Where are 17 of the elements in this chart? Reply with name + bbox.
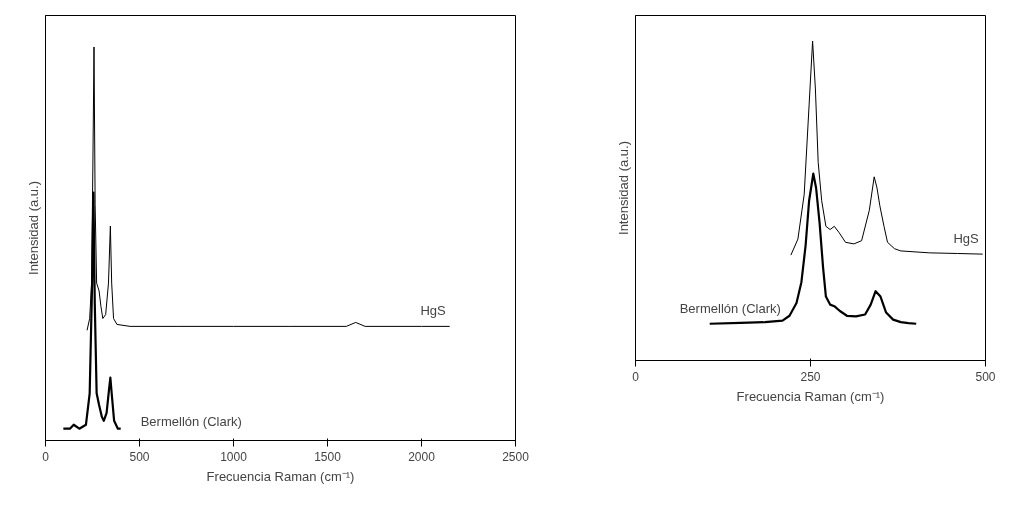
x-tick-label: 1000 [220, 449, 248, 464]
series-label: HgS [420, 303, 447, 319]
y-axis-title: Intensidad (a.u.) [615, 141, 631, 235]
x-tick-label: 250 [800, 369, 821, 384]
x-tick-label: 500 [975, 369, 996, 384]
series-label: Bermellón (Clark) [679, 300, 781, 316]
series-label: Bermellón (Clark) [140, 413, 242, 429]
x-tick-label: 0 [42, 449, 50, 464]
series-label: HgS [953, 231, 980, 247]
x-axis-title: Frecuencia Raman (cm⁻¹) [736, 388, 885, 404]
x-tick-label: 1500 [314, 449, 342, 464]
x-tick-label: 500 [129, 449, 150, 464]
y-axis-title: Intensidad (a.u.) [25, 181, 41, 275]
x-tick-label: 0 [632, 369, 640, 384]
x-tick-label: 2000 [408, 449, 436, 464]
x-tick-label: 2500 [502, 449, 530, 464]
x-axis-title: Frecuencia Raman (cm⁻¹) [206, 468, 355, 484]
